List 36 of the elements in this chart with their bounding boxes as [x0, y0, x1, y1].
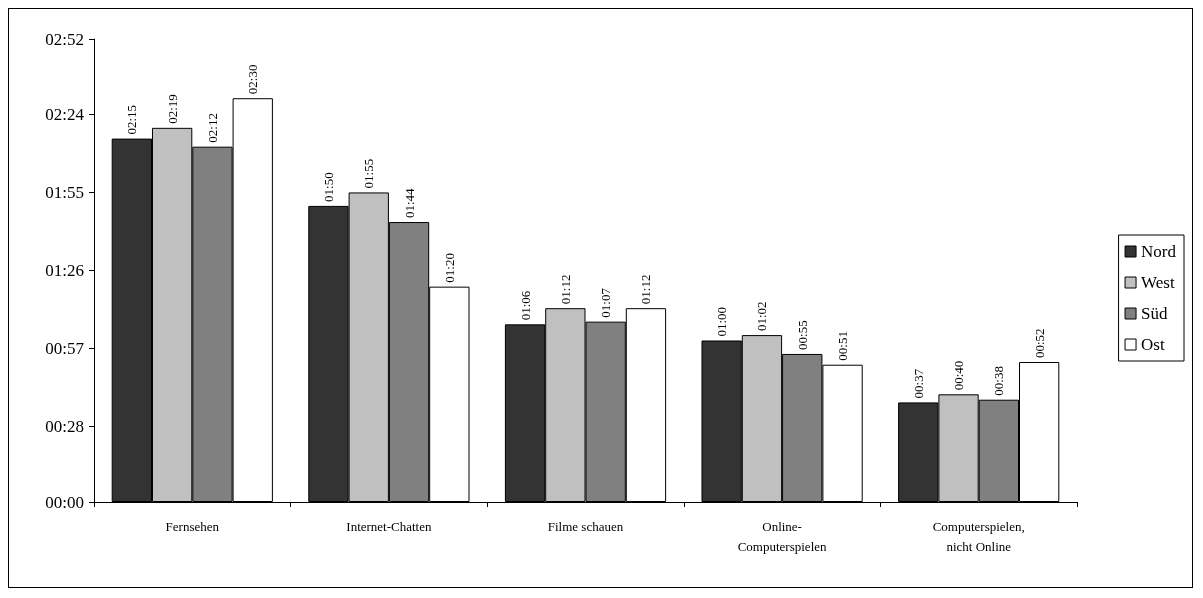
x-tick-label: Online- Computerspielen — [737, 518, 827, 554]
data-label: 01:07 — [598, 287, 614, 318]
y-tick-label: 01:26 — [45, 261, 84, 280]
data-label: 00:40 — [951, 360, 967, 391]
legend-label: Nord — [1141, 242, 1177, 261]
y-tick-label: 00:00 — [45, 492, 84, 512]
data-label: 01:06 — [517, 290, 533, 321]
data-label: 00:51 — [835, 331, 851, 361]
data-label: 01:02 — [754, 301, 770, 332]
legend-label: Ost — [1141, 335, 1165, 354]
x-tick-label: Internet-Chatten — [346, 518, 432, 534]
data-label: 02:15 — [124, 104, 140, 135]
data-label: 01:20 — [441, 253, 457, 283]
data-label: 01:12 — [638, 274, 654, 305]
data-label: 00:52 — [1031, 328, 1047, 359]
y-tick-label: 01:55 — [45, 182, 84, 202]
legend-label: West — [1141, 273, 1175, 292]
x-tick-label: Computerspielen, nicht Online — [932, 518, 1025, 554]
y-tick-label: 02:52 — [45, 29, 84, 49]
data-label: 01:12 — [557, 274, 573, 305]
x-tick-label: Fernsehen — [165, 518, 220, 534]
x-tick-label: Filme schauen — [547, 518, 624, 534]
data-label: 01:55 — [361, 158, 377, 189]
data-label: 00:38 — [991, 366, 1007, 396]
data-label: 00:37 — [910, 368, 926, 399]
data-label: 02:19 — [164, 94, 180, 124]
y-tick-label: 00:28 — [45, 417, 84, 437]
data-label: 00:55 — [794, 320, 810, 350]
data-label: 01:50 — [320, 172, 336, 202]
data-label: 02:12 — [204, 113, 220, 143]
legend-label: Süd — [1141, 304, 1169, 323]
data-label: 02:30 — [245, 64, 261, 95]
data-label: 01:44 — [401, 187, 417, 219]
y-tick-label: 00:57 — [45, 339, 85, 359]
y-tick-label: 02:24 — [45, 104, 85, 124]
data-label: 01:00 — [714, 306, 730, 337]
